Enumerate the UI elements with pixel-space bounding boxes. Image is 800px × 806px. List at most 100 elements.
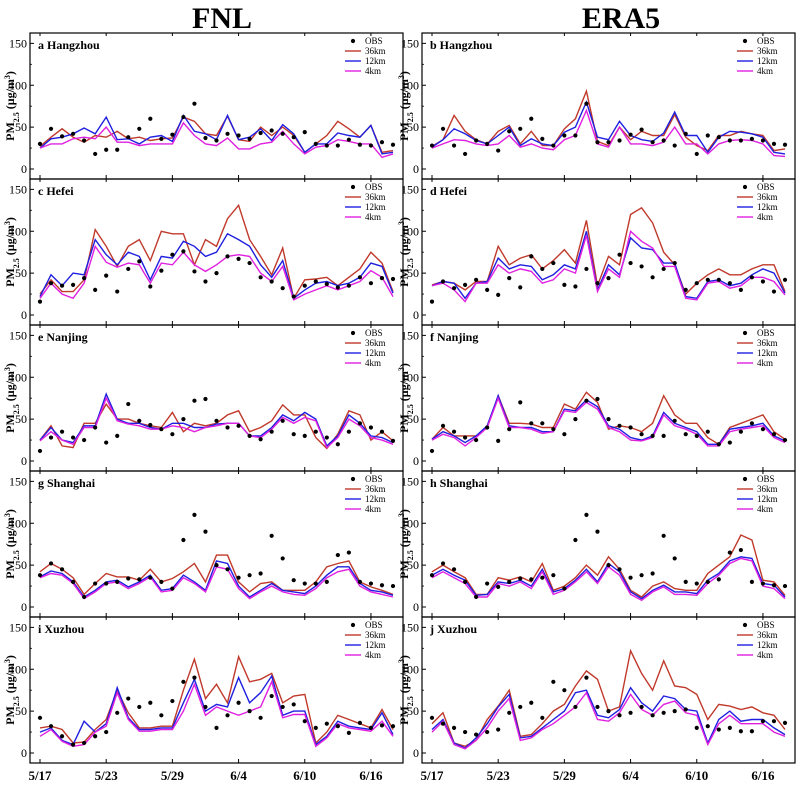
obs-point bbox=[313, 279, 318, 284]
obs-point bbox=[738, 138, 743, 143]
obs-point bbox=[562, 282, 567, 287]
obs-point bbox=[280, 131, 285, 136]
obs-point bbox=[170, 698, 175, 704]
obs-point bbox=[771, 141, 777, 146]
ylabel-sub: 2.5 bbox=[12, 550, 21, 560]
obs-point bbox=[390, 583, 396, 589]
obs-point bbox=[771, 289, 777, 294]
ylabel-unit-sup: 3 bbox=[3, 659, 12, 663]
ylabel-unit-close: ) bbox=[397, 363, 411, 367]
ylabel-main: PM bbox=[397, 268, 411, 287]
obs-point bbox=[529, 700, 534, 705]
obs-point bbox=[738, 547, 743, 553]
ylabel-unit: (μg/m bbox=[397, 225, 411, 258]
obs-point bbox=[474, 594, 479, 600]
obs-point bbox=[639, 704, 644, 710]
obs-point bbox=[672, 418, 677, 423]
x-tick-label: 6/10 bbox=[685, 768, 708, 783]
legend-marker-obs bbox=[350, 330, 356, 336]
obs-point bbox=[357, 579, 363, 584]
obs-point bbox=[749, 729, 755, 734]
x-tick-label: 6/10 bbox=[293, 768, 316, 783]
obs-point bbox=[247, 260, 252, 266]
series-line-36km bbox=[431, 534, 786, 598]
ylabel-sub: 2.5 bbox=[406, 258, 415, 268]
column-title-fnl: FNL bbox=[192, 2, 252, 35]
obs-point bbox=[650, 140, 655, 145]
obs-point bbox=[159, 136, 164, 141]
ylabel-unit-sup: 3 bbox=[397, 513, 406, 517]
obs-point bbox=[269, 693, 274, 699]
ylabel-unit: (μg/m bbox=[397, 79, 411, 112]
obs-point bbox=[346, 283, 351, 288]
obs-point bbox=[694, 433, 699, 438]
obs-point bbox=[159, 427, 164, 432]
obs-point bbox=[562, 688, 567, 693]
obs-point bbox=[324, 435, 329, 440]
legend-label-12km: 12km bbox=[757, 56, 778, 66]
obs-point bbox=[716, 442, 721, 447]
ylabel-main: PM bbox=[397, 122, 411, 141]
series-line-12km bbox=[431, 231, 786, 300]
ylabel-unit-close: ) bbox=[397, 655, 411, 659]
series-line-36km bbox=[39, 203, 394, 301]
legend-label-4km: 4km bbox=[365, 66, 381, 76]
legend-label-OBS: OBS bbox=[365, 36, 383, 46]
obs-point bbox=[126, 135, 131, 140]
obs-point bbox=[357, 720, 363, 725]
panel-frame bbox=[29, 616, 404, 764]
obs-point bbox=[782, 583, 788, 589]
obs-point bbox=[93, 581, 98, 586]
obs-point bbox=[192, 675, 197, 680]
obs-point bbox=[59, 429, 65, 434]
obs-point bbox=[716, 727, 721, 732]
series-line-4km bbox=[39, 396, 394, 449]
obs-point bbox=[518, 126, 523, 131]
obs-point bbox=[440, 423, 446, 428]
obs-point bbox=[551, 573, 556, 578]
y-tick-label: 100 bbox=[401, 662, 419, 676]
obs-point bbox=[269, 533, 274, 538]
panel-f: 0 50 100 150 PM2.5 (μg/m3) f Nanjing OBS36km12… bbox=[397, 324, 796, 472]
obs-point bbox=[474, 732, 479, 737]
obs-point bbox=[247, 433, 252, 438]
obs-point bbox=[104, 729, 109, 735]
obs-point bbox=[451, 286, 457, 291]
obs-point bbox=[683, 131, 688, 136]
series-line-36km bbox=[39, 554, 394, 596]
ylabel-unit-close: ) bbox=[3, 71, 17, 75]
obs-point bbox=[507, 579, 512, 584]
obs-point bbox=[357, 421, 363, 426]
obs-point bbox=[48, 281, 54, 286]
obs-point bbox=[429, 573, 435, 578]
obs-point bbox=[313, 581, 318, 586]
obs-point bbox=[104, 147, 109, 152]
panel-frame bbox=[421, 32, 796, 180]
y-axis-label: PM2.5 (μg/m3) bbox=[3, 655, 21, 725]
series-line-36km bbox=[431, 206, 786, 296]
obs-point bbox=[247, 136, 252, 141]
obs-point bbox=[760, 581, 766, 586]
obs-point bbox=[291, 432, 296, 437]
obs-point bbox=[705, 579, 710, 584]
obs-point bbox=[170, 586, 175, 591]
obs-point bbox=[115, 579, 120, 584]
panel-frame bbox=[29, 324, 404, 472]
obs-point bbox=[148, 575, 153, 580]
obs-point bbox=[738, 429, 743, 434]
obs-point bbox=[115, 147, 120, 152]
obs-point bbox=[148, 284, 153, 289]
obs-point bbox=[203, 704, 208, 710]
obs-point bbox=[628, 132, 633, 137]
y-axis-label: PM2.5 (μg/m3) bbox=[397, 71, 415, 141]
obs-point bbox=[716, 577, 721, 582]
obs-point bbox=[324, 721, 329, 726]
obs-point bbox=[225, 131, 230, 136]
y-axis-label: PM2.5 (μg/m3) bbox=[3, 363, 21, 433]
obs-point bbox=[390, 724, 396, 729]
obs-point bbox=[148, 422, 153, 428]
ylabel-unit-sup: 3 bbox=[3, 513, 12, 517]
legend-label-36km: 36km bbox=[365, 192, 386, 202]
obs-point bbox=[192, 512, 197, 517]
